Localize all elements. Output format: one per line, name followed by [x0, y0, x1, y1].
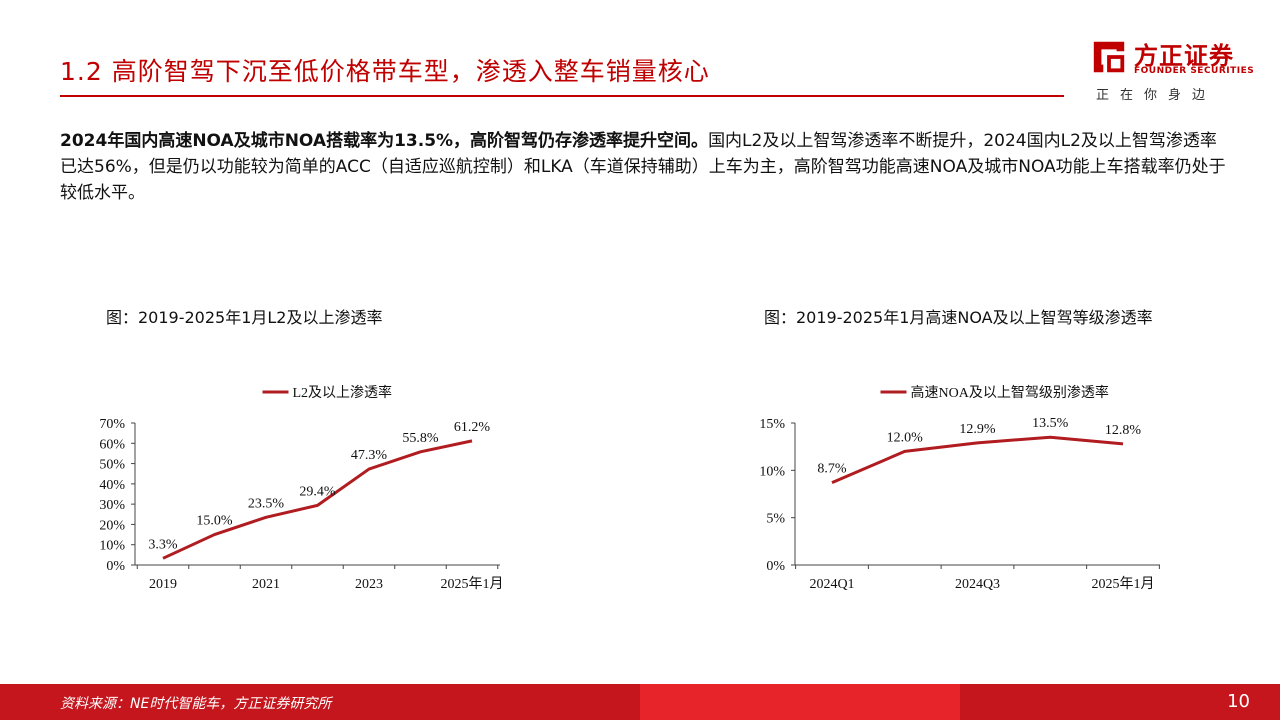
chart1-data-label: 15.0%	[196, 514, 233, 529]
chart1-y-tick-label: 30%	[99, 498, 125, 513]
chart1-y-tick-label: 0%	[106, 559, 125, 574]
chart2-series-line	[831, 435, 1124, 485]
chart1-x-tick-label: 2023	[355, 577, 383, 592]
summary-text: 国内L2及以上智驾渗透率不断提升，2024国内L2及以上智驾渗透率已达56%，但…	[60, 131, 1226, 203]
source-note: 资料来源：NE时代智能车，方正证券研究所	[60, 696, 332, 712]
chart2-legend-label: 高速NOA及以上智驾级别渗透率	[911, 384, 1109, 401]
chart2-data-label: 12.0%	[887, 430, 924, 445]
chart2-y-tick-label: 10%	[759, 464, 785, 479]
logo-name-cn: 方正证券	[1134, 42, 1234, 70]
footer-bar: 资料来源：NE时代智能车，方正证券研究所 10	[0, 684, 1280, 720]
chart2-x-tick-label: 2024Q3	[955, 577, 1000, 592]
chart1-data-label: 55.8%	[402, 431, 439, 446]
chart2-data-label: 8.7%	[817, 462, 847, 477]
chart1-caption: 图：2019-2025年1月L2及以上渗透率	[106, 308, 383, 327]
page-number: 10	[1227, 691, 1250, 712]
chart2-y-tick-label: 0%	[766, 559, 785, 574]
chart2-data-label: 12.9%	[959, 422, 996, 437]
chart1-data-label: 29.4%	[299, 484, 336, 499]
chart1-l2-penetration: L2及以上渗透率 0% 10% 20% 30% 40% 50% 60% 70% 2019 2021 2…	[99, 384, 504, 592]
chart2-y-tick-label: 5%	[766, 512, 785, 527]
chart2-y-tick-label: 15%	[759, 417, 785, 432]
chart1-y-tick-label: 50%	[99, 458, 125, 473]
chart1-series-line	[162, 439, 473, 560]
logo-name-en: FOUNDER SECURITIES	[1134, 66, 1255, 76]
chart2-data-label: 13.5%	[1032, 416, 1069, 431]
chart1-y-tick-label: 40%	[99, 478, 125, 493]
chart1-data-label: 23.5%	[248, 496, 285, 511]
chart2-data-label: 12.8%	[1105, 423, 1142, 438]
chart1-x-tick-label: 2021	[252, 577, 280, 592]
chart1-y-tick-label: 60%	[99, 437, 125, 452]
logo-slogan: 正在你身边	[1096, 88, 1217, 103]
chart1-y-tick-label: 20%	[99, 518, 125, 533]
chart2-x-tick-label: 2024Q1	[809, 577, 854, 592]
page-title: 1.2 高阶智驾下沉至低价格带车型，渗透入整车销量核心	[60, 57, 710, 86]
chart2-x-tick-label: 2025年1月	[1092, 576, 1155, 592]
chart1-x-tick-label: 2025年1月	[441, 576, 504, 592]
chart2-noa-penetration: 高速NOA及以上智驾级别渗透率 0% 5% 10% 15% 2024Q1 2024Q3 202…	[759, 384, 1160, 592]
chart1-y-tick-label: 10%	[99, 539, 125, 554]
summary-paragraph: 2024年国内高速NOA及城市NOA搭载率为13.5%，高阶智驾仍存渗透率提升空…	[60, 128, 1230, 206]
chart1-y-tick-label: 70%	[99, 417, 125, 432]
chart1-data-label: 61.2%	[454, 420, 491, 435]
company-logo: 方正证券 FOUNDER SECURITIES 正在你身边	[1088, 36, 1254, 103]
title-divider	[60, 95, 1064, 97]
chart1-data-label: 47.3%	[351, 448, 388, 463]
founder-logo-icon	[1093, 41, 1125, 73]
chart1-legend-label: L2及以上渗透率	[293, 384, 393, 401]
summary-highlight: 2024年国内高速NOA及城市NOA搭载率为13.5%，高阶智驾仍存渗透率提升空…	[60, 131, 709, 151]
chart1-x-tick-label: 2019	[149, 577, 177, 592]
chart1-data-label: 3.3%	[148, 537, 178, 552]
chart2-caption: 图：2019-2025年1月高速NOA及以上智驾等级渗透率	[764, 308, 1153, 327]
